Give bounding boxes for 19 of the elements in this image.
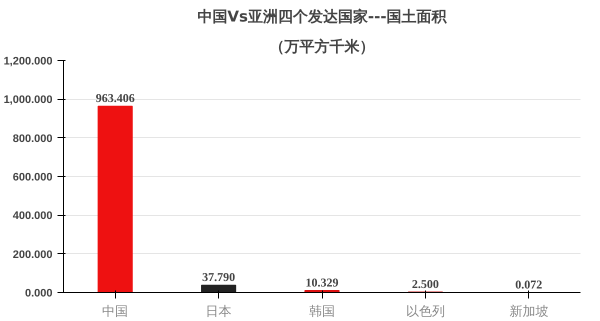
- data-label: 37.790: [202, 270, 236, 284]
- y-tick-label: 1,000.000: [4, 94, 52, 106]
- x-tick-label: 韩国: [309, 304, 335, 318]
- y-tick-label: 1,200.000: [4, 56, 52, 68]
- data-label: 0.072: [515, 277, 542, 292]
- data-label: 2.500: [412, 277, 439, 292]
- x-tick-label: 以色列: [406, 304, 445, 318]
- y-tick-label: 800.000: [12, 132, 53, 145]
- chart-title: 中国Vs亚洲四个发达国家---国土面积: [197, 8, 448, 26]
- y-tick-label: 200.000: [12, 248, 53, 261]
- data-label: 10.329: [306, 276, 338, 290]
- y-tick-label: 0.000: [24, 288, 53, 300]
- chart-subtitle: （万平方千米）: [270, 38, 374, 56]
- data-label: 963.406: [96, 91, 135, 106]
- x-tick-label: 中国: [102, 304, 128, 318]
- y-tick-label: 600.000: [12, 172, 53, 184]
- x-tick-label: 新加坡: [509, 304, 548, 318]
- x-tick-label: 日本: [206, 304, 232, 318]
- y-tick-label: 400.000: [12, 210, 53, 222]
